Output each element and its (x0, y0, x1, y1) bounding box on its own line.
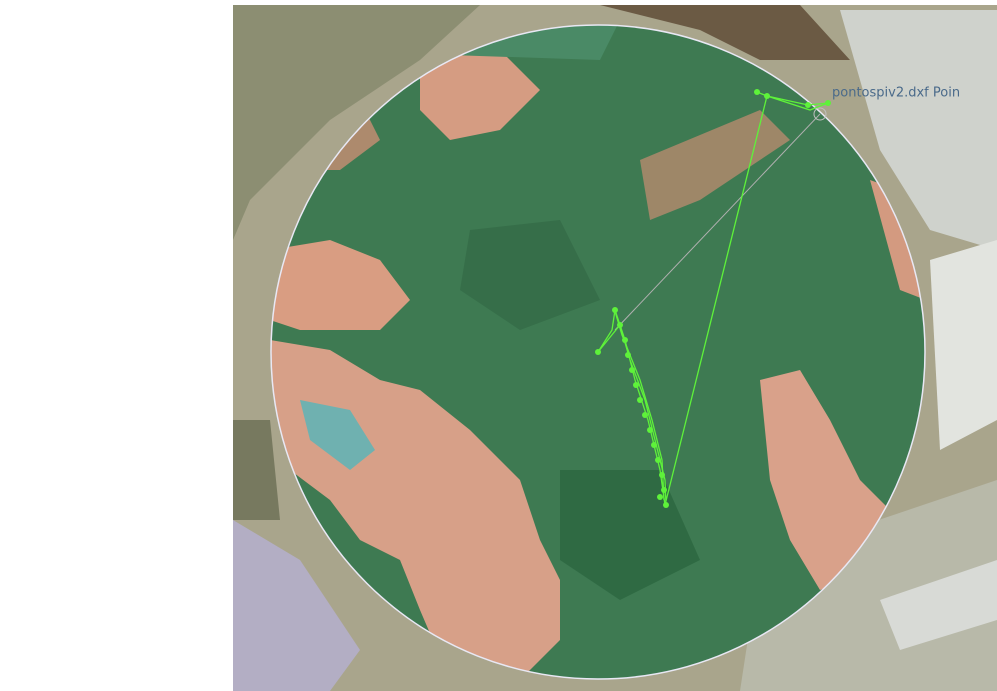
track (597, 91, 829, 506)
reference-point (813, 107, 827, 121)
track-points (595, 89, 831, 508)
layer-label: pontospiv2.dxf Poin (832, 86, 960, 101)
boundary-circle (270, 24, 926, 680)
classified-area (271, 25, 925, 679)
reference-line (614, 113, 821, 331)
